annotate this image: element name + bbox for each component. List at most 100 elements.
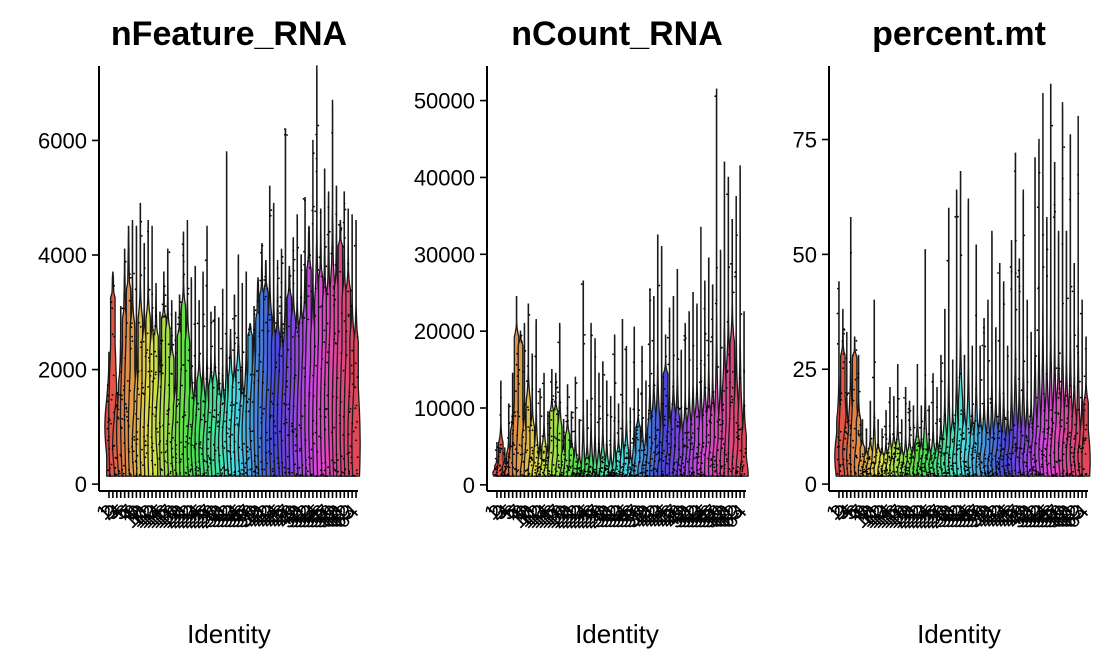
jitter-point — [136, 454, 139, 457]
jitter-point — [992, 473, 995, 475]
jitter-point — [892, 470, 894, 473]
jitter-point — [256, 300, 259, 302]
jitter-point — [496, 471, 498, 474]
jitter-point — [1041, 473, 1044, 476]
jitter-point — [905, 467, 908, 470]
jitter-point — [862, 463, 865, 466]
jitter-point — [741, 460, 744, 463]
jitter-point — [951, 438, 954, 441]
jitter-point — [175, 461, 177, 464]
jitter-point — [1025, 461, 1028, 464]
jitter-point — [863, 468, 865, 471]
jitter-point — [527, 426, 529, 428]
jitter-point — [332, 263, 335, 266]
jitter-point — [304, 439, 307, 442]
jitter-point — [604, 469, 607, 471]
jitter-point — [743, 369, 745, 372]
jitter-point — [237, 424, 240, 427]
jitter-point — [500, 447, 503, 450]
violin-58 — [1057, 102, 1068, 477]
jitter-point — [1065, 394, 1067, 397]
jitter-point — [697, 472, 700, 475]
jitter-point — [579, 470, 581, 472]
jitter-point — [557, 438, 559, 441]
jitter-point — [312, 395, 315, 397]
jitter-point — [617, 420, 620, 423]
jitter-point — [842, 353, 845, 355]
jitter-point — [722, 474, 725, 477]
jitter-point — [534, 471, 537, 474]
jitter-point — [1051, 419, 1053, 422]
jitter-point — [859, 469, 862, 472]
jitter-point — [995, 467, 998, 469]
jitter-point — [297, 246, 299, 249]
jitter-point — [1082, 437, 1085, 440]
jitter-point — [658, 459, 660, 462]
jitter-point — [710, 340, 712, 343]
jitter-point — [268, 437, 271, 440]
jitter-point — [602, 461, 604, 464]
jitter-point — [307, 260, 310, 263]
jitter-point — [721, 422, 724, 425]
jitter-point — [638, 449, 640, 452]
jitter-point — [119, 453, 122, 456]
jitter-point — [696, 469, 699, 472]
jitter-point — [140, 346, 143, 349]
jitter-point — [118, 470, 121, 472]
jitter-point — [184, 446, 187, 448]
jitter-point — [140, 341, 142, 344]
jitter-point — [334, 342, 337, 344]
jitter-point — [350, 289, 352, 292]
violin-12 — [535, 388, 545, 477]
jitter-point — [912, 424, 915, 427]
jitter-point — [570, 446, 572, 448]
jitter-point — [331, 132, 333, 134]
jitter-point — [283, 466, 286, 469]
jitter-point — [222, 467, 224, 469]
jitter-point — [893, 460, 895, 462]
violin-55 — [1045, 83, 1056, 477]
jitter-point — [265, 321, 267, 324]
jitter-point — [557, 454, 560, 457]
jitter-point — [598, 473, 601, 476]
jitter-point — [297, 335, 300, 337]
jitter-point — [1069, 396, 1072, 398]
jitter-point — [653, 474, 655, 477]
jitter-point — [614, 382, 617, 384]
jitter-point — [257, 380, 260, 382]
jitter-point — [348, 451, 351, 454]
jitter-point — [596, 421, 599, 424]
jitter-point — [951, 440, 954, 443]
jitter-point — [731, 398, 734, 401]
jitter-point — [317, 269, 320, 271]
jitter-point — [936, 465, 939, 468]
jitter-point — [1009, 266, 1012, 268]
jitter-point — [310, 290, 313, 293]
jitter-point — [182, 260, 185, 263]
jitter-point — [689, 359, 691, 361]
jitter-point — [129, 389, 132, 392]
jitter-point — [1008, 464, 1011, 466]
jitter-point — [550, 439, 553, 442]
jitter-point — [1032, 465, 1035, 468]
jitter-point — [637, 425, 640, 428]
jitter-point — [693, 457, 696, 460]
jitter-point — [879, 450, 881, 453]
jitter-point — [221, 426, 224, 429]
jitter-point — [348, 391, 351, 394]
jitter-point — [609, 439, 611, 442]
jitter-point — [257, 468, 260, 471]
jitter-point — [691, 442, 694, 445]
jitter-point — [861, 453, 864, 456]
jitter-point — [656, 444, 659, 447]
jitter-point — [915, 443, 918, 445]
jitter-point — [682, 466, 685, 469]
jitter-point — [496, 475, 499, 477]
jitter-point — [666, 474, 668, 477]
jitter-point — [603, 458, 606, 461]
jitter-point — [589, 474, 591, 477]
jitter-point — [172, 456, 174, 459]
jitter-point — [227, 450, 230, 452]
jitter-point — [991, 458, 994, 461]
jitter-point — [1023, 360, 1026, 363]
